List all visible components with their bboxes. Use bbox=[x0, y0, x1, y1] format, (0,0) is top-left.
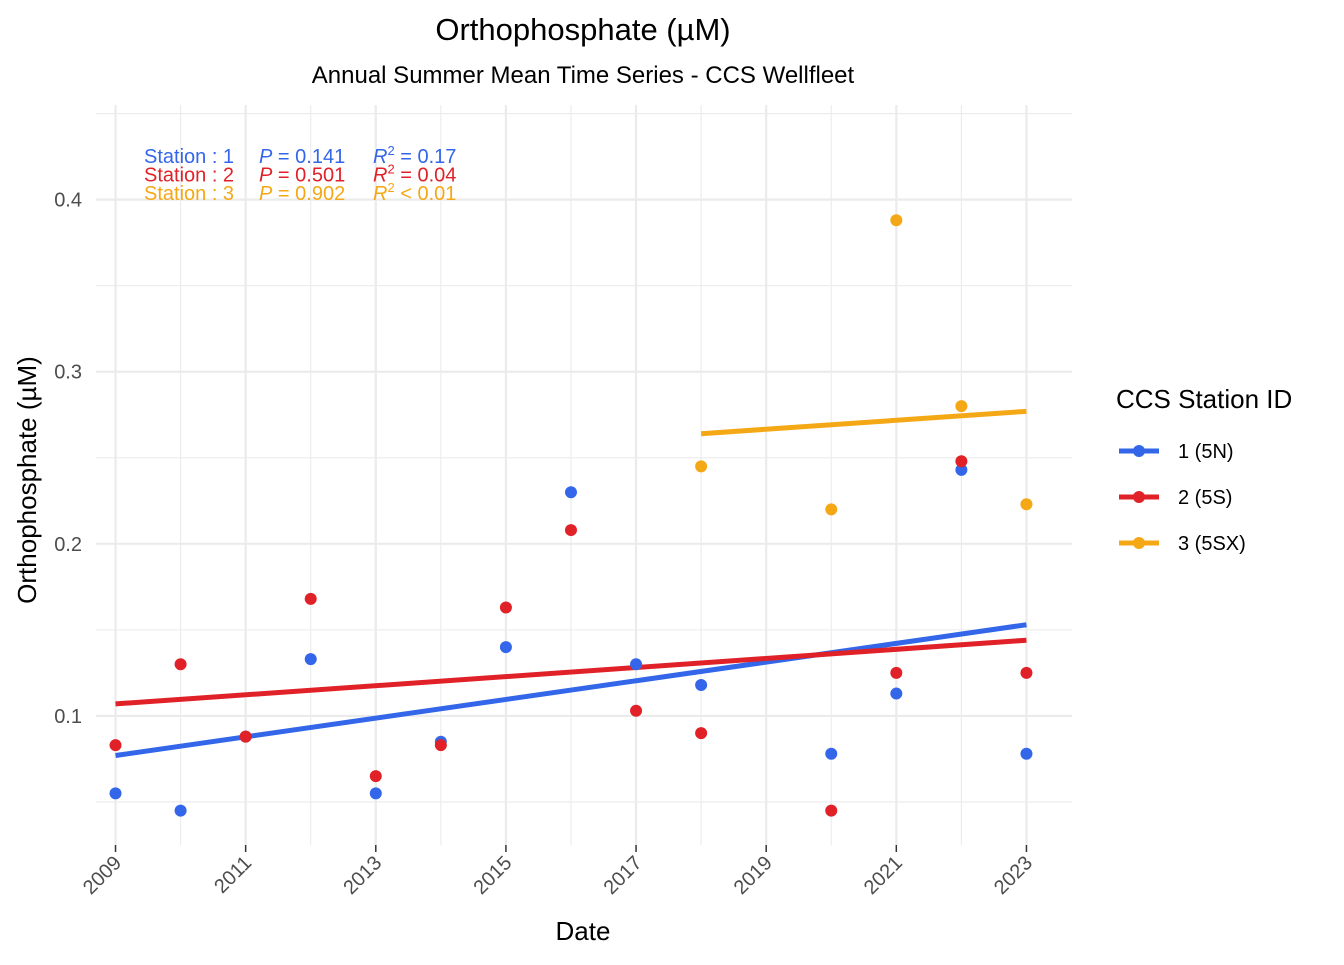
legend-swatch-point bbox=[1133, 491, 1145, 503]
data-point bbox=[890, 687, 903, 700]
data-point bbox=[825, 503, 838, 516]
data-point bbox=[499, 641, 512, 654]
annotation-p-value: P = 0.141 bbox=[259, 146, 345, 168]
legend-title: CCS Station ID bbox=[1116, 384, 1292, 414]
annotation-p-value: P = 0.902 bbox=[259, 183, 345, 205]
x-tick-label: 2021 bbox=[860, 852, 907, 899]
data-point bbox=[695, 678, 708, 691]
x-tick-label: 2017 bbox=[600, 852, 647, 899]
data-point bbox=[825, 804, 838, 817]
data-point bbox=[955, 463, 968, 476]
data-point bbox=[1020, 747, 1033, 760]
x-tick-label: 2013 bbox=[339, 852, 386, 899]
data-point bbox=[1020, 498, 1033, 511]
trend-line bbox=[115, 637, 1027, 707]
trend-lines bbox=[115, 408, 1027, 758]
legend-label: 2 (5S) bbox=[1178, 487, 1232, 509]
data-point bbox=[499, 601, 512, 614]
data-point bbox=[630, 704, 643, 717]
trend-line bbox=[700, 408, 1027, 437]
x-axis-label: Date bbox=[556, 916, 611, 946]
x-tick-label: 2015 bbox=[469, 852, 516, 899]
data-point bbox=[695, 460, 708, 473]
data-point bbox=[825, 747, 838, 760]
annotation-station: Station : 2 bbox=[144, 165, 234, 187]
x-tick-label: 2011 bbox=[210, 852, 256, 898]
chart-subtitle: Annual Summer Mean Time Series - CCS Wel… bbox=[312, 62, 855, 89]
annotation-row: Station : 1 P = 0.141 R2 = 0.17 bbox=[144, 143, 456, 168]
legend-item: 1 (5N) bbox=[1119, 441, 1234, 463]
y-tick-label: 0.4 bbox=[54, 190, 82, 212]
data-point bbox=[890, 666, 903, 679]
annotation-station: Station : 1 bbox=[144, 146, 234, 168]
annotation-r-squared: R2 = 0.17 bbox=[373, 143, 456, 168]
legend-item: 3 (5SX) bbox=[1119, 533, 1246, 555]
x-tick-label: 2023 bbox=[990, 852, 1037, 899]
legend-item: 2 (5S) bbox=[1119, 487, 1232, 509]
annotation-r-squared: R2 = 0.04 bbox=[373, 162, 456, 187]
legend: CCS Station ID 1 (5N) 2 (5S) 3 (5SX) bbox=[1116, 384, 1292, 555]
data-point bbox=[174, 658, 187, 671]
trend-line bbox=[115, 622, 1027, 758]
y-tick-label: 0.1 bbox=[54, 706, 82, 728]
data-point bbox=[304, 592, 317, 605]
data-points bbox=[109, 214, 1033, 817]
data-point bbox=[695, 727, 708, 740]
annotation-row: Station : 2 P = 0.501 R2 = 0.04 bbox=[144, 162, 456, 187]
legend-swatch-point bbox=[1133, 537, 1145, 549]
data-point bbox=[630, 658, 643, 671]
data-point bbox=[434, 739, 447, 752]
data-point bbox=[109, 787, 122, 800]
x-tick-label: 2009 bbox=[79, 852, 126, 899]
data-point bbox=[1020, 666, 1033, 679]
data-point bbox=[304, 653, 317, 666]
data-point bbox=[955, 400, 968, 413]
y-tick-label: 0.2 bbox=[54, 534, 82, 556]
data-point bbox=[955, 455, 968, 468]
chart-title: Orthophosphate (µM) bbox=[435, 12, 730, 47]
x-tick-label: 2019 bbox=[730, 852, 777, 899]
data-point bbox=[564, 486, 577, 499]
data-point bbox=[239, 730, 252, 743]
data-point bbox=[369, 787, 382, 800]
data-point bbox=[109, 739, 122, 752]
data-point bbox=[174, 804, 187, 817]
legend-label: 3 (5SX) bbox=[1178, 533, 1246, 555]
legend-swatch-point bbox=[1133, 445, 1145, 457]
annotation-p-value: P = 0.501 bbox=[259, 165, 345, 187]
legend-label: 1 (5N) bbox=[1178, 441, 1234, 463]
y-axis-label: Orthophosphate (µM) bbox=[12, 356, 42, 604]
data-point bbox=[564, 524, 577, 537]
annotation-row: Station : 3 P = 0.902 R2 < 0.01 bbox=[144, 180, 456, 205]
annotation-station: Station : 3 bbox=[144, 183, 234, 205]
annotation-r-squared: R2 < 0.01 bbox=[373, 180, 456, 205]
data-point bbox=[369, 770, 382, 783]
data-point bbox=[890, 214, 903, 227]
y-tick-label: 0.3 bbox=[54, 362, 82, 384]
